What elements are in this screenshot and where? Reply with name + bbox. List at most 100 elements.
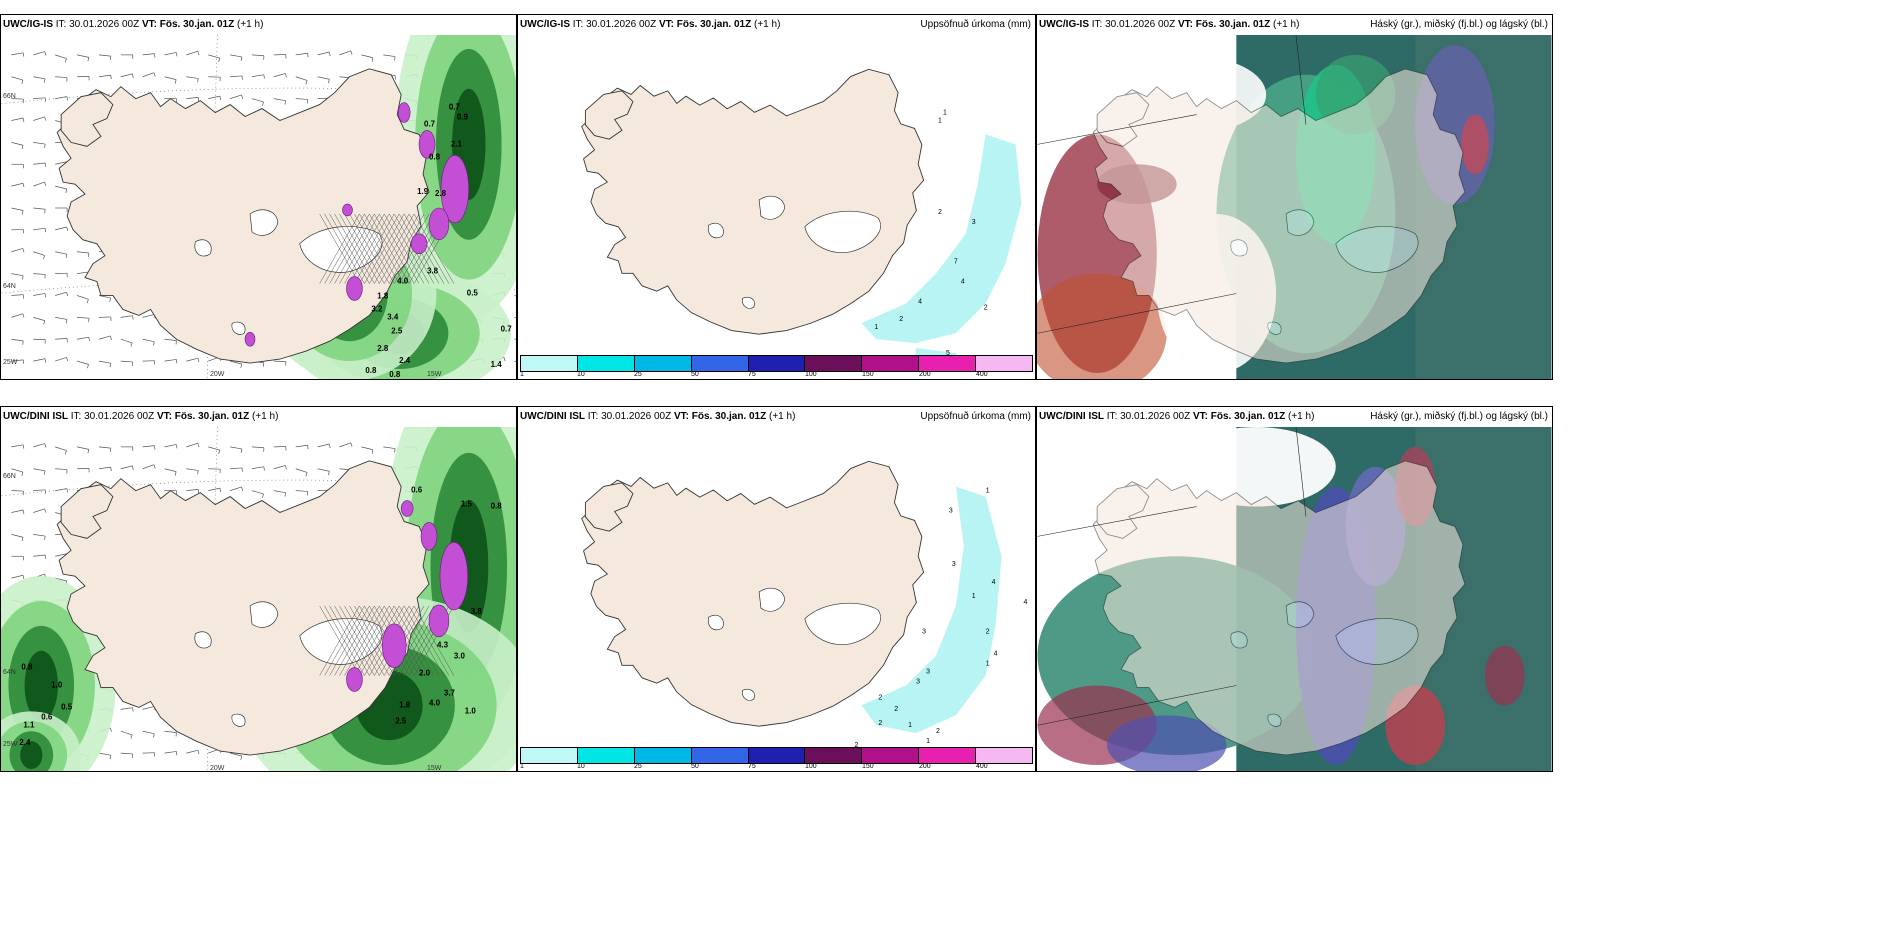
value-label: 3 xyxy=(926,668,930,675)
panel-header: UWC/IG-IS IT: 30.01.2026 00Z VT: Fös. 30… xyxy=(520,19,1031,30)
legend-tick: 200 xyxy=(919,763,931,770)
value-label: 0.7 xyxy=(501,324,513,333)
value-label: 2.4 xyxy=(399,356,411,365)
lat-label-66n: 66N xyxy=(3,93,16,100)
glacier xyxy=(707,222,724,239)
map-canvas xyxy=(1037,35,1552,379)
legend-swatch xyxy=(748,356,806,371)
glacier xyxy=(249,601,279,628)
legend-swatch xyxy=(634,748,692,763)
value-label: 2 xyxy=(986,629,990,636)
legend-tick: 1 xyxy=(520,763,524,770)
precip-value-labels: 0.70.90.70.82.11.9 2.84.03.81.83.23.42.52… xyxy=(365,103,512,379)
precip-shading xyxy=(861,134,1022,355)
value-label: 2 xyxy=(938,209,942,216)
value-label: 3 xyxy=(949,507,953,514)
legend-tick: 100 xyxy=(805,763,817,770)
legend-swatch xyxy=(521,356,578,371)
cloud-map xyxy=(1037,35,1552,379)
panel-clouds-dini: UWC/DINI ISL IT: 30.01.2026 00Z VT: Fös.… xyxy=(1036,406,1553,772)
graticule xyxy=(1037,35,1307,334)
value-label: 1.0 xyxy=(465,706,477,715)
value-label: 3 xyxy=(972,219,976,226)
value-label: 0.8 xyxy=(429,152,441,161)
value-label: 3.0 xyxy=(454,652,466,661)
panel-clouds-igis: UWC/IG-IS IT: 30.01.2026 00Z VT: Fös. 30… xyxy=(1036,14,1553,380)
legend-swatch xyxy=(805,748,863,763)
value-label: 0.6 xyxy=(41,712,53,721)
value-label: 3.2 xyxy=(371,304,383,313)
legend-tick: 10 xyxy=(577,763,585,770)
value-label: 1 xyxy=(938,117,942,124)
lon-label-25w: 25W xyxy=(3,359,18,366)
legend-swatch xyxy=(862,356,920,371)
lon-label-15w: 15W xyxy=(427,371,442,378)
value-label: 1.1 xyxy=(23,720,35,729)
value-label: 0.8 xyxy=(491,502,503,511)
value-label: 4 xyxy=(992,579,996,586)
legend-swatch xyxy=(577,748,635,763)
panel-header: UWC/DINI ISL IT: 30.01.2026 00Z VT: Fös.… xyxy=(1039,411,1548,422)
glacier xyxy=(707,614,724,631)
value-label: 3.8 xyxy=(427,267,439,276)
value-label: 2 xyxy=(878,694,882,701)
value-label: 3.4 xyxy=(387,312,399,321)
value-label: 1.9 xyxy=(417,187,429,196)
value-label: 2 xyxy=(894,706,898,713)
iceland-landmass xyxy=(56,460,430,756)
value-label: 2.4 xyxy=(19,738,31,747)
panel-header: UWC/DINI ISL IT: 30.01.2026 00Z VT: Fös.… xyxy=(3,411,279,422)
iceland-landmass xyxy=(581,68,925,335)
value-label: 2.0 xyxy=(419,669,431,678)
glacier xyxy=(804,210,881,253)
legend-swatch xyxy=(976,748,1033,763)
precip-shading xyxy=(861,486,1002,734)
iceland-landmass xyxy=(1092,460,1466,756)
legend-tick: 75 xyxy=(748,763,756,770)
legend-swatch xyxy=(862,748,920,763)
panel-wind-igis: UWC/IG-IS IT: 30.01.2026 00Z VT: Fös. 30… xyxy=(0,14,517,380)
glacier xyxy=(742,296,755,309)
legend-tick: 25 xyxy=(634,763,642,770)
legend-swatch xyxy=(691,748,749,763)
lat-label-64n: 64N xyxy=(3,669,16,676)
value-label: 2 xyxy=(936,728,940,735)
value-label: 2 xyxy=(855,742,859,747)
value-label: 7 xyxy=(954,259,958,266)
map-canvas: 0.6 1.5 0.8 4.3 3.8 3.0 3.7 1.0 2.0 4.0 1.8 2.5 0.8 1… xyxy=(1,427,516,771)
value-label: 3.7 xyxy=(444,688,456,697)
value-label: 3 xyxy=(952,561,956,568)
wind-precip-map: 0.6 1.5 0.8 4.3 3.8 3.0 3.7 1.0 2.0 4.0 1.8 2.5 0.8 1… xyxy=(1,427,516,771)
lon-label-25w: 25W xyxy=(3,741,18,748)
value-label: 1.4 xyxy=(491,360,503,369)
value-label: 2 xyxy=(878,720,882,727)
legend-tick: 1 xyxy=(520,371,524,378)
value-label: 0.7 xyxy=(449,103,461,112)
value-label: 0.6 xyxy=(411,486,423,495)
map-canvas xyxy=(1037,427,1552,771)
glacier xyxy=(231,713,246,727)
precip-legend: 1 10 25 50 75 100 150 200 400 xyxy=(518,355,1035,379)
legend-swatch xyxy=(577,356,635,371)
panel-header: UWC/IG-IS IT: 30.01.2026 00Z VT: Fös. 30… xyxy=(1039,19,1548,30)
glacier xyxy=(804,602,881,645)
legend-swatch xyxy=(748,748,806,763)
lon-label-20w: 20W xyxy=(210,371,225,378)
value-label: 1 xyxy=(908,722,912,729)
map-canvas: 0.70.90.70.82.11.9 2.84.03.81.83.23.42.52… xyxy=(1,35,516,379)
graticule xyxy=(1037,427,1307,726)
value-label: 1 xyxy=(986,661,990,668)
value-label: 2.5 xyxy=(395,716,407,725)
legend-swatch xyxy=(919,356,977,371)
legend-tick: 400 xyxy=(976,763,988,770)
legend-tick: 75 xyxy=(748,371,756,378)
value-label: 4.0 xyxy=(429,698,441,707)
value-label: 2.8 xyxy=(435,189,447,198)
value-label: 4 xyxy=(1023,599,1027,606)
glacier xyxy=(194,631,212,649)
glacier xyxy=(1285,601,1315,628)
value-label: 1 xyxy=(943,110,947,117)
glacier xyxy=(194,239,212,257)
